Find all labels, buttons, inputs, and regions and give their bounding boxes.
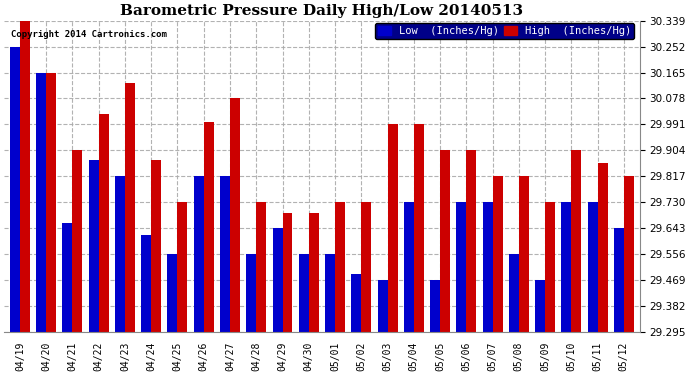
Bar xyxy=(204,122,214,332)
Legend: Low  (Inches/Hg), High  (Inches/Hg): Low (Inches/Hg), High (Inches/Hg) xyxy=(375,23,634,39)
Bar xyxy=(177,202,188,332)
Bar xyxy=(362,202,371,332)
Bar xyxy=(430,280,440,332)
Bar xyxy=(571,150,581,332)
Title: Barometric Pressure Daily High/Low 20140513: Barometric Pressure Daily High/Low 20140… xyxy=(120,4,524,18)
Bar xyxy=(466,150,476,332)
Bar xyxy=(46,72,56,332)
Bar xyxy=(63,223,72,332)
Bar xyxy=(562,202,571,332)
Bar xyxy=(335,202,345,332)
Bar xyxy=(20,21,30,332)
Bar xyxy=(194,176,204,332)
Bar xyxy=(246,254,256,332)
Bar xyxy=(440,150,450,332)
Bar xyxy=(414,124,424,332)
Bar xyxy=(220,176,230,332)
Bar xyxy=(377,280,388,332)
Bar xyxy=(351,274,362,332)
Bar xyxy=(519,176,529,332)
Bar xyxy=(624,176,634,332)
Bar xyxy=(509,254,519,332)
Text: Copyright 2014 Cartronics.com: Copyright 2014 Cartronics.com xyxy=(10,30,166,39)
Bar xyxy=(388,124,397,332)
Bar xyxy=(115,176,125,332)
Bar xyxy=(256,202,266,332)
Bar xyxy=(151,160,161,332)
Bar xyxy=(493,176,502,332)
Bar xyxy=(588,202,598,332)
Bar xyxy=(273,228,282,332)
Bar xyxy=(404,202,414,332)
Bar xyxy=(482,202,493,332)
Bar xyxy=(168,254,177,332)
Bar xyxy=(325,254,335,332)
Bar xyxy=(99,114,108,332)
Bar xyxy=(125,83,135,332)
Bar xyxy=(535,280,545,332)
Bar xyxy=(282,213,293,332)
Bar xyxy=(614,228,624,332)
Bar xyxy=(10,46,20,332)
Bar xyxy=(89,160,99,332)
Bar xyxy=(545,202,555,332)
Bar xyxy=(230,99,240,332)
Bar xyxy=(36,72,46,332)
Bar xyxy=(141,235,151,332)
Bar xyxy=(598,164,608,332)
Bar xyxy=(299,254,308,332)
Bar xyxy=(456,202,466,332)
Bar xyxy=(308,213,319,332)
Bar xyxy=(72,150,82,332)
